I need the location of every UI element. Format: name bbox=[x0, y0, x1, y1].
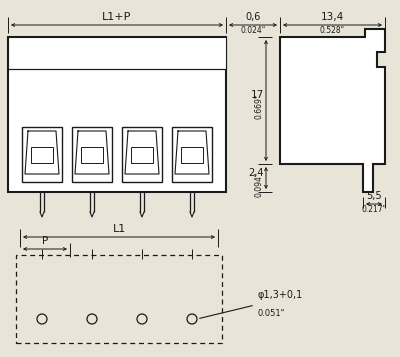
Text: 0.024": 0.024" bbox=[240, 26, 266, 35]
Text: 0.051": 0.051" bbox=[257, 309, 284, 318]
Text: L1+P: L1+P bbox=[102, 12, 132, 22]
Text: L1: L1 bbox=[112, 224, 126, 234]
Bar bbox=[16, 255, 222, 343]
Text: φ1,3+0,1: φ1,3+0,1 bbox=[257, 290, 302, 300]
Text: P: P bbox=[42, 236, 48, 246]
Text: 0,6: 0,6 bbox=[245, 12, 261, 22]
Bar bbox=[31, 147, 53, 163]
Text: 0.094": 0.094" bbox=[255, 171, 264, 197]
Polygon shape bbox=[280, 29, 385, 192]
Text: 0.528": 0.528" bbox=[320, 26, 345, 35]
Text: 5,5: 5,5 bbox=[366, 191, 382, 201]
Bar bbox=[8, 37, 226, 69]
Text: 0.217": 0.217" bbox=[362, 205, 386, 214]
Text: 13,4: 13,4 bbox=[321, 12, 344, 22]
Text: 0.669": 0.669" bbox=[255, 94, 264, 119]
Bar bbox=[8, 37, 226, 192]
Bar bbox=[122, 127, 162, 182]
Bar bbox=[72, 127, 112, 182]
Bar bbox=[22, 127, 62, 182]
Text: 2,4: 2,4 bbox=[248, 168, 264, 178]
Bar bbox=[81, 147, 103, 163]
Bar bbox=[131, 147, 153, 163]
Bar bbox=[172, 127, 212, 182]
Text: 17: 17 bbox=[251, 90, 264, 100]
Bar bbox=[181, 147, 203, 163]
